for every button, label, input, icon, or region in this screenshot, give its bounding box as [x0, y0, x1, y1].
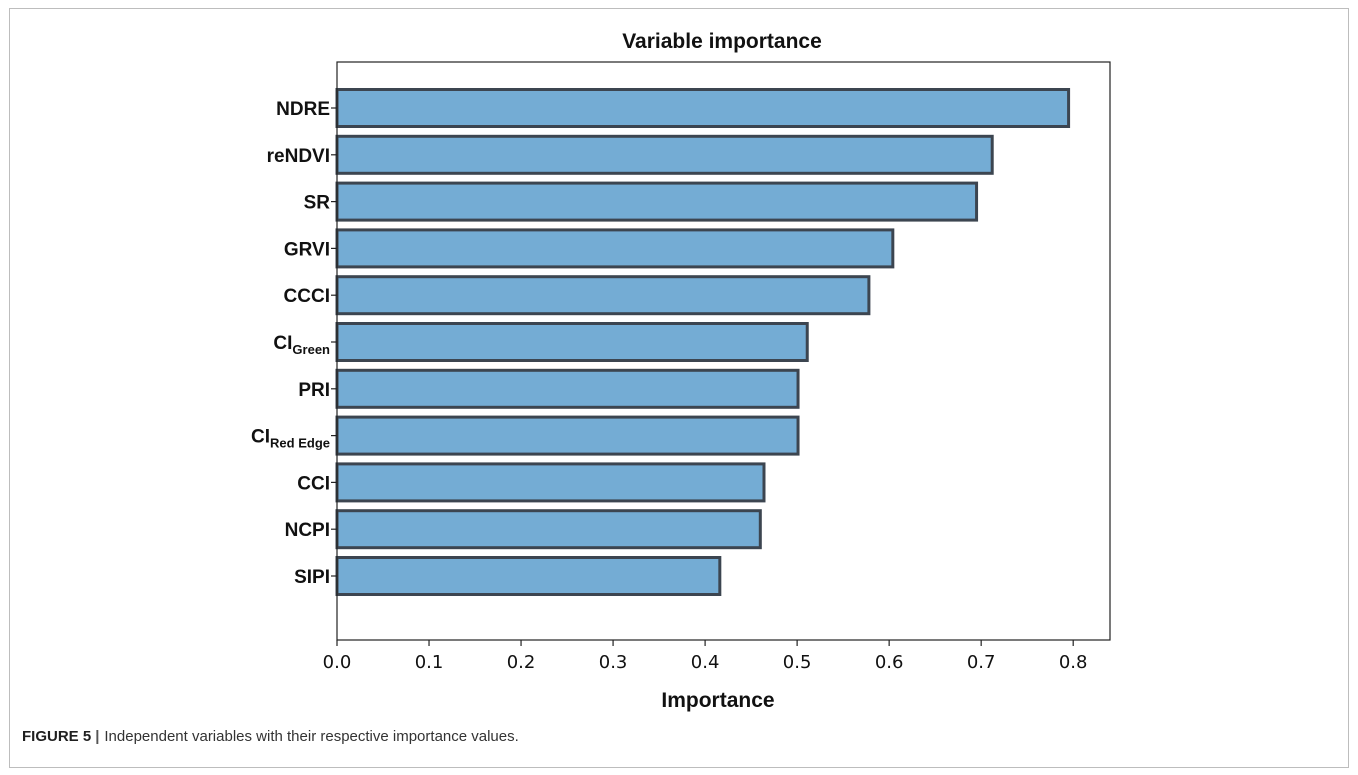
- y-tick-label: CIGreen: [273, 333, 330, 357]
- y-tick-label: SR: [304, 193, 331, 214]
- y-tick-label: reNDVI: [267, 146, 330, 167]
- y-tick-label: CCI: [297, 473, 330, 494]
- caption-label: FIGURE 5: [22, 728, 92, 745]
- y-axis: NDRE reNDVI SR GRVI CCCI CIGreen PRI CIRed Edge…: [251, 99, 337, 588]
- x-axis: 0.0 0.1 0.2 0.3 0.4 0.5 0.6 0.7 0.8: [323, 640, 1088, 673]
- bar-sr: [335, 181, 979, 222]
- bar-ci-red-edge: [335, 415, 800, 456]
- bar-ndre: [335, 88, 1071, 128]
- x-tick-label: 0.6: [875, 652, 904, 673]
- caption-text: Independent variables with their respect…: [104, 728, 519, 745]
- x-tick-label: 0.0: [323, 652, 352, 673]
- y-tick-label: NCPI: [285, 520, 330, 541]
- y-tick-label: GRVI: [284, 239, 330, 260]
- x-tick-label: 0.5: [783, 652, 812, 673]
- y-tick-label: PRI: [298, 380, 330, 401]
- bar-ncpi: [335, 509, 762, 550]
- caption-separator: |: [95, 728, 100, 745]
- bar-pri: [335, 368, 800, 409]
- x-tick-label: 0.8: [1059, 652, 1088, 673]
- plot-area: [336, 61, 1111, 641]
- bar-ccci: [335, 275, 871, 316]
- x-tick-label: 0.4: [691, 652, 720, 673]
- x-axis-label: Importance: [661, 689, 774, 712]
- bars-layer: [335, 88, 1071, 596]
- x-tick-label: 0.1: [415, 652, 444, 673]
- y-tick-label: CCCI: [284, 286, 330, 307]
- y-tick-label: CIRed Edge: [251, 427, 330, 451]
- x-tick-label: 0.7: [967, 652, 996, 673]
- bar-chart: Variable importance NDRE reNDVI SR GRVI CCCI…: [251, 30, 1111, 712]
- chart-title: Variable importance: [622, 30, 822, 53]
- x-tick-label: 0.3: [599, 652, 628, 673]
- figure-caption: FIGURE 5 | Independent variables with thei…: [22, 728, 519, 745]
- x-tick-label: 0.2: [507, 652, 536, 673]
- bar-sipi: [335, 556, 722, 596]
- bar-cci: [335, 462, 766, 503]
- bar-rendvi: [335, 134, 994, 175]
- bar-grvi: [335, 228, 895, 269]
- y-tick-label: SIPI: [294, 567, 330, 588]
- y-tick-label: NDRE: [276, 99, 330, 120]
- bar-ci-green: [335, 322, 809, 362]
